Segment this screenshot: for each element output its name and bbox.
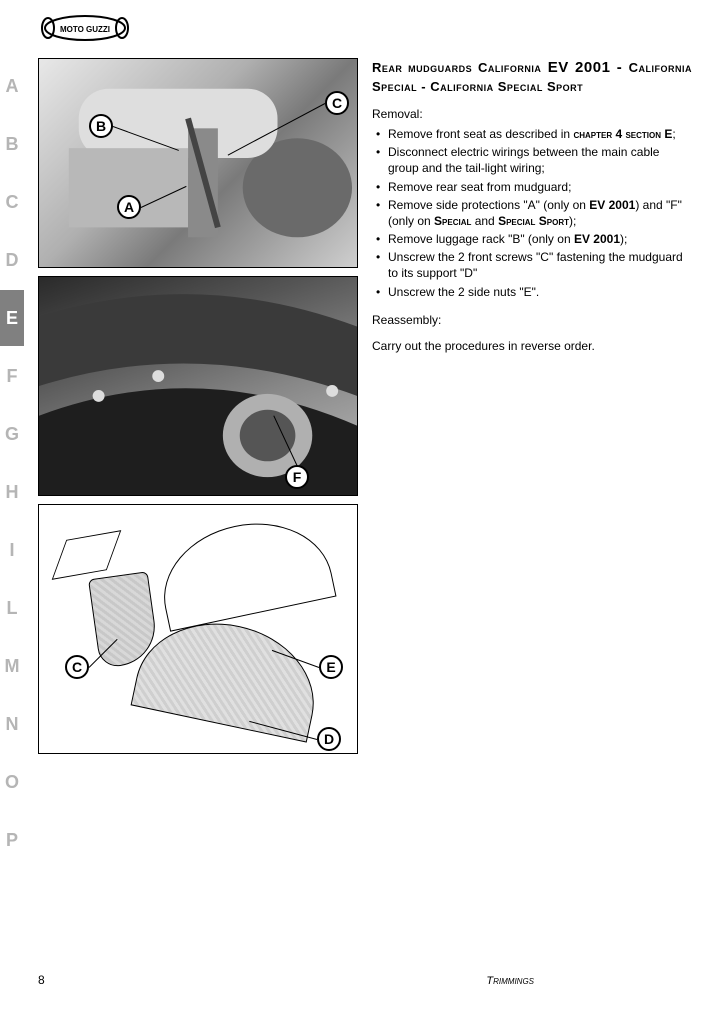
figure-photo-1: B A C xyxy=(38,58,358,268)
tab-D[interactable]: D xyxy=(0,232,24,288)
tab-H[interactable]: H xyxy=(0,464,24,520)
tab-C[interactable]: C xyxy=(0,174,24,230)
title-part-1: Rear mudguards California xyxy=(372,60,541,75)
tab-N[interactable]: N xyxy=(0,696,24,752)
step-item: Remove front seat as described in chapte… xyxy=(372,126,692,142)
callout-C: C xyxy=(325,91,349,115)
tab-G[interactable]: G xyxy=(0,406,24,462)
title-part-2: EV 2001 - xyxy=(541,59,628,76)
footer-section-name: Trimmings xyxy=(486,975,534,987)
tab-A[interactable]: A xyxy=(0,58,24,114)
section-title: Rear mudguards California EV 2001 - Cali… xyxy=(372,58,692,96)
tab-L[interactable]: L xyxy=(0,580,24,636)
tab-I[interactable]: I xyxy=(0,522,24,578)
removal-heading: Removal: xyxy=(372,106,692,122)
tab-P[interactable]: P xyxy=(0,812,24,868)
step-item: Unscrew the 2 front screws "C" fastening… xyxy=(372,249,692,281)
step-item: Remove luggage rack "B" (only on EV 2001… xyxy=(372,231,692,247)
callout-E: E xyxy=(319,655,343,679)
tab-F[interactable]: F xyxy=(0,348,24,404)
step-item: Disconnect electric wirings between the … xyxy=(372,144,692,176)
tab-O[interactable]: O xyxy=(0,754,24,810)
tab-M[interactable]: M xyxy=(0,638,24,694)
text-column: Rear mudguards California EV 2001 - Cali… xyxy=(372,58,692,354)
callout-C: C xyxy=(65,655,89,679)
figures-column: B A C F C E D xyxy=(38,58,358,762)
callout-D: D xyxy=(317,727,341,751)
brand-logo: MOTO GUZZI xyxy=(40,12,130,44)
tab-E[interactable]: E xyxy=(0,290,24,346)
page-number: 8 xyxy=(38,973,45,987)
svg-text:MOTO GUZZI: MOTO GUZZI xyxy=(60,25,110,34)
step-item: Unscrew the 2 side nuts "E". xyxy=(372,284,692,300)
reassembly-text: Carry out the procedures in reverse orde… xyxy=(372,338,692,354)
removal-steps: Remove front seat as described in chapte… xyxy=(372,126,692,300)
tab-B[interactable]: B xyxy=(0,116,24,172)
step-item: Remove side protections "A" (only on EV … xyxy=(372,197,692,229)
reassembly-heading: Reassembly: xyxy=(372,312,692,328)
callout-F: F xyxy=(285,465,309,489)
figure-diagram: C E D xyxy=(38,504,358,754)
step-item: Remove rear seat from mudguard; xyxy=(372,179,692,195)
section-tabs: ABCDEFGHILMNOP xyxy=(0,58,24,870)
callout-B: B xyxy=(89,114,113,138)
callout-A: A xyxy=(117,195,141,219)
figure-photo-2: F xyxy=(38,276,358,496)
